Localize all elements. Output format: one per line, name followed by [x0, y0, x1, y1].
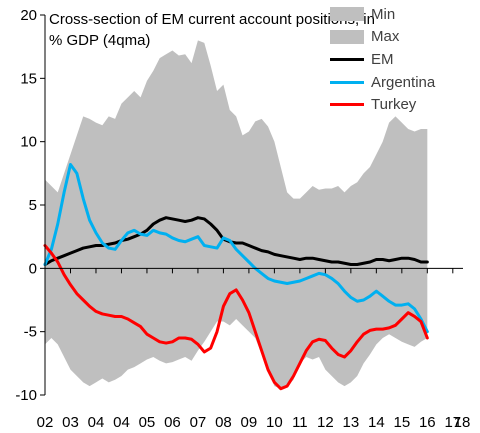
legend-label-max: Max — [371, 28, 400, 46]
x-tick-label: 07 — [190, 414, 207, 431]
series-line-turkey — [43, 244, 429, 391]
y-tick-label: 10 — [20, 134, 37, 151]
x-tick-label: 17 — [444, 414, 461, 431]
x-tick-label: 13 — [343, 414, 360, 431]
x-tick-label: 04 — [113, 414, 130, 431]
legend-swatch-argentina — [330, 80, 364, 84]
y-tick-label: 20 — [20, 7, 37, 24]
y-tick-label: -5 — [24, 324, 37, 341]
legend-label-min: Min — [371, 5, 396, 23]
x-tick-label: 06 — [164, 414, 181, 431]
series-lines — [43, 162, 429, 391]
y-tick-label: 15 — [20, 70, 37, 87]
legend-swatch-max — [330, 29, 364, 44]
series-line-em — [43, 216, 429, 267]
legend-label-turkey: Turkey — [371, 96, 417, 114]
legend-item-max: Max — [330, 26, 435, 49]
x-tick-label: 11 — [292, 414, 308, 431]
x-tick-label: 09 — [241, 414, 258, 431]
x-tick-label: 04 — [88, 414, 105, 431]
x-tick-label: 08 — [215, 414, 232, 431]
min-max-band — [45, 40, 428, 389]
legend-swatch-em — [330, 57, 364, 61]
axes — [40, 14, 463, 396]
x-tick-label: 15 — [393, 414, 410, 431]
series-line-argentina — [43, 162, 429, 334]
legend-swatch-min — [330, 7, 364, 22]
x-tick-label: 16 — [419, 414, 436, 431]
legend-item-argentina: Argentina — [330, 71, 435, 94]
y-tick-label: 0 — [29, 260, 37, 277]
legend-item-min: Min — [330, 3, 435, 26]
legend-label-em: EM — [371, 50, 394, 68]
x-tick-label: 05 — [139, 414, 156, 431]
legend-item-turkey: Turkey — [330, 93, 435, 116]
y-tick-labels: -10 -5 0 5 10 15 20 — [15, 7, 37, 404]
legend-item-em: EM — [330, 48, 435, 71]
y-tick-label: -10 — [15, 387, 37, 404]
x-tick-label: 12 — [317, 414, 334, 431]
x-tick-label: 03 — [62, 414, 79, 431]
legend-label-argentina: Argentina — [371, 73, 436, 91]
legend: Min Max EM Argentina Turkey — [330, 3, 435, 116]
x-tick-label: 02 — [37, 414, 54, 431]
legend-swatch-turkey — [330, 103, 364, 107]
x-tick-label: 18 — [454, 414, 471, 431]
min-max-range-area — [45, 40, 428, 389]
x-tick-label: 14 — [368, 414, 385, 431]
chart-title: Cross-section of EM current account posi… — [49, 11, 375, 49]
x-tick-label: 10 — [266, 414, 283, 431]
y-tick-label: 5 — [29, 197, 37, 214]
